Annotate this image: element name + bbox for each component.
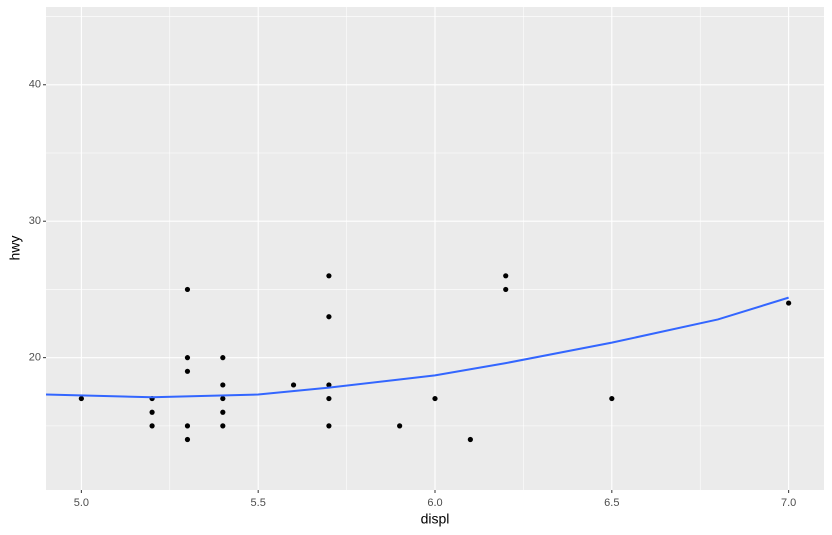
point bbox=[149, 423, 155, 429]
point bbox=[467, 436, 473, 443]
point bbox=[432, 395, 438, 402]
point bbox=[184, 436, 191, 443]
point bbox=[220, 423, 226, 429]
x-tick-label: 6.0 bbox=[427, 497, 442, 509]
point bbox=[184, 368, 191, 374]
y-tick-label: 30 bbox=[29, 215, 41, 227]
point bbox=[397, 423, 403, 429]
smooth-line bbox=[45, 296, 789, 399]
point bbox=[220, 382, 226, 388]
y-axis-title: hwy bbox=[7, 236, 23, 261]
point bbox=[503, 273, 509, 279]
point bbox=[220, 395, 226, 402]
y-tick-label: 40 bbox=[29, 79, 41, 91]
point bbox=[609, 395, 615, 402]
y-tick-label: 20 bbox=[29, 352, 41, 364]
point bbox=[326, 382, 332, 388]
point bbox=[220, 409, 226, 415]
point bbox=[786, 300, 792, 306]
point bbox=[290, 382, 297, 388]
x-axis-title: displ bbox=[421, 511, 450, 527]
point bbox=[184, 286, 191, 293]
x-tick-label: 5.0 bbox=[74, 497, 89, 509]
point bbox=[184, 355, 191, 361]
point bbox=[78, 395, 84, 402]
point bbox=[503, 286, 509, 293]
x-tick-label: 6.5 bbox=[604, 497, 619, 509]
point bbox=[220, 355, 226, 361]
point bbox=[326, 395, 332, 402]
x-tick-label: 7.0 bbox=[781, 497, 796, 509]
point bbox=[326, 314, 332, 320]
point bbox=[149, 409, 155, 415]
point bbox=[184, 423, 191, 429]
point bbox=[326, 423, 332, 429]
point bbox=[326, 273, 332, 279]
x-tick-label: 5.5 bbox=[251, 497, 266, 509]
